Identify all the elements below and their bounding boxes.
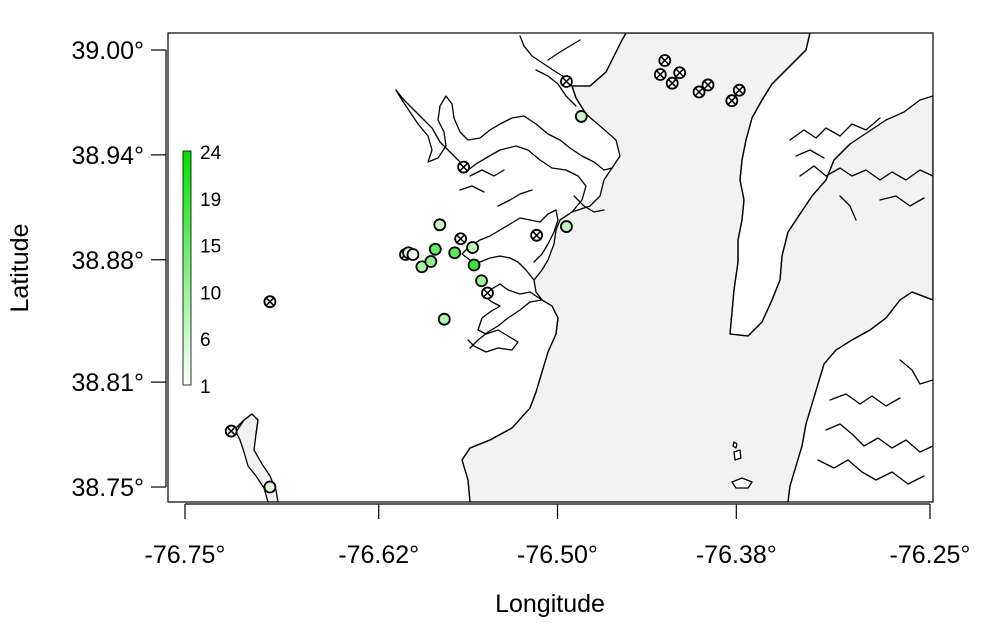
island-2	[733, 449, 742, 461]
colorbar-label: 15	[200, 237, 221, 258]
island-3	[731, 477, 753, 489]
detection-point	[560, 220, 573, 233]
no-detection-marker	[725, 94, 739, 108]
no-detection-marker	[701, 78, 715, 92]
map-layer	[224, 33, 933, 502]
creek-marks	[459, 169, 605, 213]
colorbar-legend: 24 19 15 10 6 1	[182, 143, 222, 398]
colorbar-gradient	[182, 150, 192, 386]
detection-point	[263, 480, 277, 494]
detection-point	[433, 218, 447, 232]
y-tick-label: 38.75°	[71, 474, 144, 502]
colorbar-label: 19	[200, 190, 221, 211]
no-detection-marker	[457, 160, 471, 174]
eastern-creeks	[789, 117, 933, 221]
y-axis: 38.75° 38.81° 38.88° 38.94° 39.00°	[71, 37, 167, 502]
y-tick-label: 39.00°	[71, 37, 144, 65]
river-south-arm	[467, 283, 543, 353]
colorbar-label: 24	[200, 143, 222, 164]
x-tick-label: -76.75°	[145, 541, 226, 569]
no-detection-marker	[481, 286, 494, 300]
river-west-channel	[461, 209, 559, 281]
no-detection-marker	[692, 85, 706, 99]
colorbar-label: 6	[200, 330, 211, 351]
y-tick-label: 38.88°	[71, 247, 144, 275]
x-tick-label: -76.25°	[890, 541, 971, 569]
x-axis-title: Longitude	[495, 590, 605, 618]
detection-point	[428, 242, 442, 256]
detection-point	[574, 110, 588, 123]
detection-point	[424, 255, 438, 268]
y-tick-label: 38.94°	[71, 142, 144, 170]
y-tick-label: 38.81°	[71, 369, 144, 397]
southeast-shore	[787, 291, 933, 502]
no-detection-marker	[658, 54, 672, 67]
river-north-arm	[395, 89, 613, 221]
detection-point	[437, 312, 451, 326]
x-tick-label: -76.50°	[517, 541, 598, 569]
no-detection-marker	[653, 68, 667, 81]
detection-point	[466, 241, 479, 254]
no-detection-marker	[732, 83, 746, 97]
detection-point	[475, 274, 488, 288]
detection-point	[448, 246, 462, 260]
island-1	[732, 441, 738, 449]
no-detection-marker	[665, 76, 679, 90]
no-detection-marker	[530, 228, 544, 242]
eastern-peninsula	[729, 33, 851, 337]
detection-point	[406, 248, 420, 261]
y-axis-title: Latitude	[6, 224, 34, 313]
no-detection-marker	[224, 424, 238, 438]
x-tick-label: -76.62°	[338, 541, 419, 569]
colorbar-label: 1	[200, 377, 211, 398]
detection-point	[467, 258, 481, 272]
colorbar-label: 10	[200, 283, 221, 304]
no-detection-marker	[673, 66, 687, 80]
river-upper	[519, 33, 627, 115]
x-axis: -76.75° -76.62° -76.50° -76.38° -76.25°	[145, 503, 971, 569]
sample-points	[224, 54, 746, 494]
plot-border	[167, 32, 934, 503]
x-tick-label: -76.38°	[696, 541, 777, 569]
shoreline-west	[461, 299, 559, 502]
no-detection-marker	[454, 232, 468, 246]
no-detection-marker	[560, 75, 573, 88]
no-detection-marker	[263, 295, 277, 309]
